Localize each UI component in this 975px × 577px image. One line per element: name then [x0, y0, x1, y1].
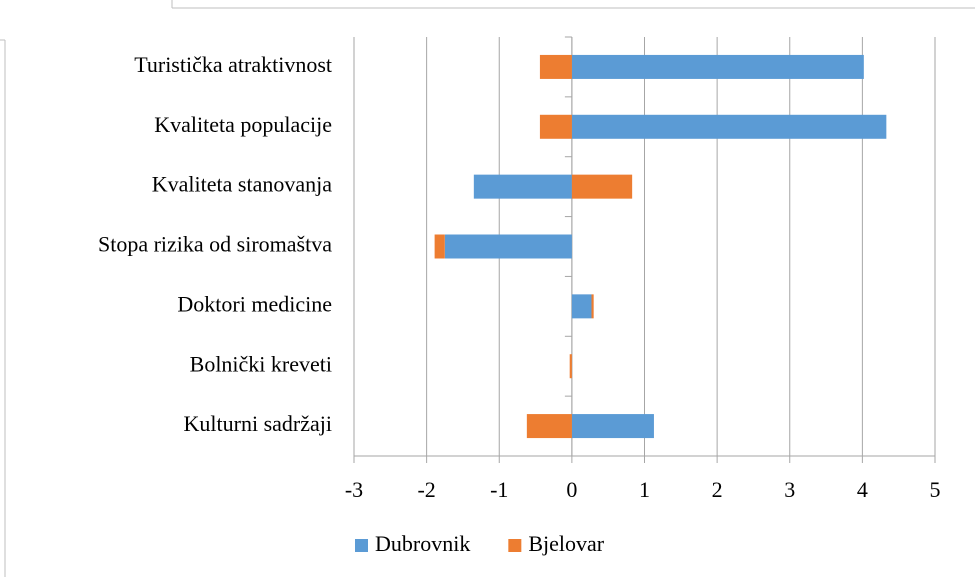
- bar: [571, 174, 633, 199]
- legend-swatch: [508, 539, 522, 552]
- x-tick-label: 3: [784, 477, 795, 502]
- y-tick-label: Kvaliteta populacije: [154, 112, 332, 137]
- bar: [571, 294, 592, 319]
- x-tick-label: 1: [639, 477, 650, 502]
- bar: [526, 414, 572, 439]
- bar: [591, 294, 594, 319]
- bar: [539, 54, 572, 79]
- legend-swatch: [355, 539, 368, 552]
- y-tick-label: Doktori medicine: [177, 291, 332, 316]
- x-tick-label: -1: [490, 477, 508, 502]
- bar: [571, 414, 654, 439]
- bar: [539, 114, 572, 139]
- y-tick-label: Turistička atraktivnost: [134, 52, 332, 77]
- y-tick-label: Stopa rizika od siromaštva: [98, 232, 332, 257]
- legend-label: Dubrovnik: [375, 531, 470, 556]
- x-tick-label: 0: [566, 477, 577, 502]
- x-tick-label: 5: [930, 477, 941, 502]
- bar: [444, 234, 572, 259]
- bar: [473, 174, 572, 199]
- bar: [434, 234, 445, 259]
- x-tick-label: 4: [857, 477, 868, 502]
- x-tick-label: 2: [712, 477, 723, 502]
- y-tick-label: Bolnički kreveti: [190, 351, 332, 376]
- bar: [571, 114, 887, 139]
- bar: [569, 354, 572, 379]
- x-tick-label: -2: [417, 477, 435, 502]
- y-tick-label: Kulturni sadržaji: [184, 411, 332, 436]
- bar: [571, 54, 864, 79]
- legend-label: Bjelovar: [528, 531, 604, 556]
- x-tick-label: -3: [345, 477, 363, 502]
- y-tick-label: Kvaliteta stanovanja: [152, 172, 332, 197]
